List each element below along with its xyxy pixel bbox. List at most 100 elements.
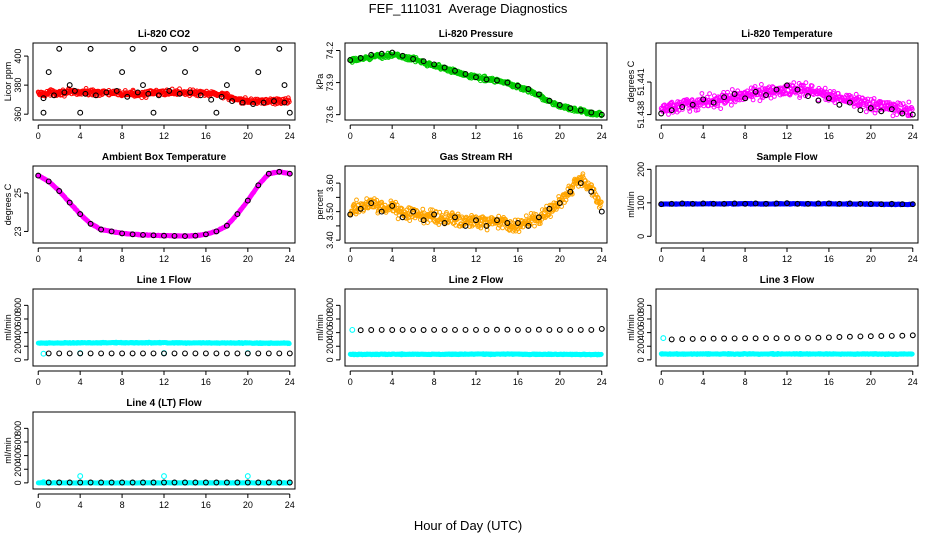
x-tick-label: 4: [390, 377, 395, 387]
data-point: [784, 82, 790, 89]
data-point: [51, 92, 57, 99]
data-point: [66, 82, 73, 89]
data-point: [706, 103, 711, 109]
data-points: [35, 339, 293, 357]
data-point: [182, 350, 188, 357]
x-tick-label: 4: [78, 254, 83, 264]
data-point: [763, 200, 769, 207]
data-point: [525, 222, 532, 229]
data-point: [462, 326, 469, 333]
data-point: [871, 96, 877, 101]
data-point: [872, 110, 878, 116]
data-point: [668, 107, 675, 114]
data-point: [61, 89, 68, 96]
data-point: [119, 69, 126, 76]
y-axis-label: degrees C: [626, 60, 636, 102]
data-point: [878, 201, 885, 208]
data-point: [347, 57, 354, 64]
data-point: [223, 82, 230, 89]
x-tick-label: 0: [348, 131, 353, 141]
data-points: [658, 332, 916, 358]
data-point: [462, 222, 469, 229]
data-point: [108, 350, 115, 357]
data-point: [658, 201, 665, 208]
data-point: [909, 111, 916, 118]
x-tick-label: 8: [120, 131, 125, 141]
data-point: [803, 80, 809, 86]
data-point: [898, 102, 904, 108]
data-point: [124, 93, 131, 100]
data-point: [119, 230, 126, 237]
data-point: [909, 201, 916, 208]
x-tick-label: 12: [471, 377, 481, 387]
x-tick-label: 12: [471, 131, 481, 141]
data-point: [260, 99, 267, 106]
y-axis-label: ml/min: [626, 191, 636, 218]
x-tick-label: 20: [555, 377, 565, 387]
data-point: [431, 211, 438, 218]
data-point: [145, 90, 152, 97]
data-point: [276, 168, 283, 175]
x-tick-label: 16: [824, 131, 834, 141]
data-point: [87, 45, 94, 52]
data-point: [444, 210, 449, 215]
data-point: [374, 197, 380, 203]
data-point: [448, 218, 454, 224]
chart-title: Li-820 Temperature: [741, 29, 833, 40]
data-point: [452, 326, 458, 333]
data-point: [365, 205, 371, 211]
data-point: [420, 327, 427, 333]
x-tick-label: 8: [432, 254, 437, 264]
data-point: [757, 98, 763, 104]
data-point: [140, 231, 146, 238]
data-point: [182, 69, 188, 76]
data-point: [742, 95, 749, 102]
data-point: [556, 200, 563, 207]
data-point: [389, 327, 396, 333]
x-tick-label: 4: [390, 254, 395, 264]
data-point: [223, 222, 230, 229]
data-point: [500, 225, 506, 231]
data-point: [140, 82, 146, 89]
y-axis-label: ml/min: [315, 314, 325, 341]
data-point: [831, 89, 837, 94]
data-point: [234, 45, 241, 52]
y-tick-label: 100: [636, 195, 646, 210]
y-tick-label: 73.6: [325, 106, 335, 124]
data-point: [357, 327, 364, 334]
data-point: [888, 200, 895, 207]
x-tick-label: 24: [285, 254, 295, 264]
data-point: [773, 86, 780, 93]
data-point: [441, 64, 448, 71]
data-point: [577, 107, 584, 114]
y-tick-label: 0: [13, 357, 23, 362]
plot-frame: [32, 42, 296, 121]
y-tick-label: 600: [325, 311, 335, 326]
y-axis-label: ml/min: [3, 314, 13, 341]
data-point: [547, 209, 552, 215]
data-point: [748, 85, 754, 91]
data-point: [150, 350, 157, 357]
data-point: [213, 109, 220, 116]
data-point: [523, 218, 529, 224]
data-point: [45, 350, 52, 357]
data-point: [357, 205, 364, 212]
data-point: [407, 218, 413, 224]
data-point: [742, 200, 749, 207]
data-point: [578, 178, 583, 183]
data-point: [567, 188, 574, 195]
data-point: [523, 213, 529, 219]
data-point: [878, 108, 885, 115]
data-point: [368, 327, 375, 333]
x-tick-label: 24: [597, 131, 607, 141]
data-point: [794, 86, 801, 93]
y-tick-label: 200: [13, 339, 23, 354]
data-point: [516, 229, 522, 235]
data-point: [729, 87, 735, 92]
data-point: [846, 200, 853, 207]
x-tick-label: 20: [866, 254, 876, 264]
